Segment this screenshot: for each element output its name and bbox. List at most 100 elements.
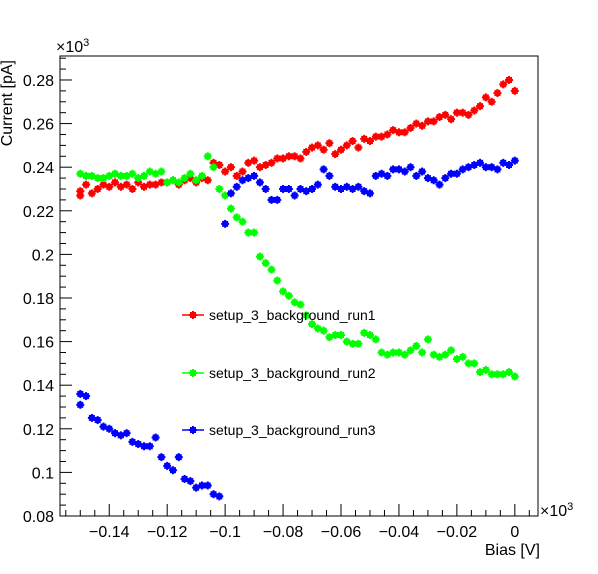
y-tick-label: 0.16: [23, 335, 54, 352]
data-point: [331, 150, 340, 159]
data-point: [447, 346, 456, 355]
data-point: [232, 182, 241, 191]
data-point: [140, 442, 149, 451]
data-point: [192, 483, 201, 492]
data-point: [140, 171, 149, 180]
x-tick-label: −0.1: [209, 524, 241, 541]
data-point: [157, 167, 166, 176]
data-point: [400, 350, 409, 359]
data-point: [354, 339, 363, 348]
legend-label: setup_3_background_run3: [209, 422, 376, 438]
data-point: [93, 184, 102, 193]
data-point: [389, 126, 398, 135]
x-tick-label: 0: [510, 524, 519, 541]
data-point: [331, 182, 340, 191]
data-point: [87, 413, 96, 422]
data-point: [406, 346, 415, 355]
data-point: [180, 474, 189, 483]
data-point: [452, 355, 461, 364]
data-point: [365, 331, 374, 340]
x-tick-label: −0.14: [89, 524, 130, 541]
data-point: [203, 176, 212, 185]
data-point: [429, 350, 438, 359]
data-point: [157, 178, 166, 187]
data-point: [76, 191, 85, 200]
data-point: [116, 431, 125, 440]
legend-marker: [189, 311, 197, 319]
data-point: [273, 154, 282, 163]
data-point: [377, 348, 386, 357]
data-point: [111, 169, 120, 178]
data-point: [134, 178, 143, 187]
series-3: [76, 156, 519, 501]
data-point: [76, 169, 85, 178]
data-point: [290, 152, 299, 161]
data-point: [116, 182, 125, 191]
data-point: [412, 341, 421, 350]
data-point: [168, 176, 177, 185]
data-point: [470, 161, 479, 170]
data-point: [128, 437, 137, 446]
data-point: [493, 370, 502, 379]
y-tick-label: 0.2: [32, 247, 54, 264]
data-point: [342, 337, 351, 346]
data-point: [510, 156, 519, 165]
data-point: [163, 461, 172, 470]
data-point: [134, 174, 143, 183]
data-point: [203, 481, 212, 490]
data-point: [279, 154, 288, 163]
data-point: [383, 130, 392, 139]
data-point: [290, 298, 299, 307]
data-point: [493, 89, 502, 98]
x-tick-label: −0.12: [147, 524, 188, 541]
data-point: [476, 158, 485, 167]
data-point: [244, 174, 253, 183]
x-axis-multiplier: ×103: [540, 501, 573, 520]
data-point: [157, 453, 166, 462]
data-point: [273, 276, 282, 285]
data-point: [371, 335, 380, 344]
data-point: [429, 176, 438, 185]
data-point: [337, 331, 346, 340]
data-point: [255, 163, 264, 172]
y-tick-label: 0.22: [23, 204, 54, 221]
data-point: [105, 182, 114, 191]
x-axis-title: Bias [V]: [485, 542, 540, 559]
data-point: [435, 180, 444, 189]
data-point: [499, 158, 508, 167]
data-point: [122, 429, 131, 438]
data-point: [342, 141, 351, 150]
data-point: [122, 180, 131, 189]
data-point: [441, 350, 450, 359]
data-point: [221, 167, 230, 176]
data-point: [308, 320, 317, 329]
data-point: [284, 184, 293, 193]
legend-label: setup_3_background_run1: [209, 307, 376, 323]
data-point: [238, 217, 247, 226]
legend-entry: setup_3_background_run2: [182, 365, 376, 381]
data-point: [348, 184, 357, 193]
data-point: [319, 326, 328, 335]
data-point: [267, 265, 276, 274]
data-point: [505, 75, 514, 84]
y-tick-label: 0.1: [32, 465, 54, 482]
data-point: [406, 123, 415, 132]
data-point: [337, 184, 346, 193]
data-point: [93, 174, 102, 183]
data-point: [273, 195, 282, 204]
data-point: [354, 143, 363, 152]
data-point: [279, 184, 288, 193]
series-2: [76, 152, 519, 381]
legend-entry: setup_3_background_run1: [182, 307, 376, 323]
data-point: [452, 169, 461, 178]
data-point: [221, 191, 230, 200]
data-point: [238, 176, 247, 185]
y-tick-label: 0.08: [23, 509, 54, 526]
data-point: [145, 167, 154, 176]
data-point: [383, 171, 392, 180]
data-point: [209, 163, 218, 172]
data-point: [134, 440, 143, 449]
data-point: [203, 152, 212, 161]
data-point: [261, 259, 270, 268]
data-point: [82, 392, 91, 401]
